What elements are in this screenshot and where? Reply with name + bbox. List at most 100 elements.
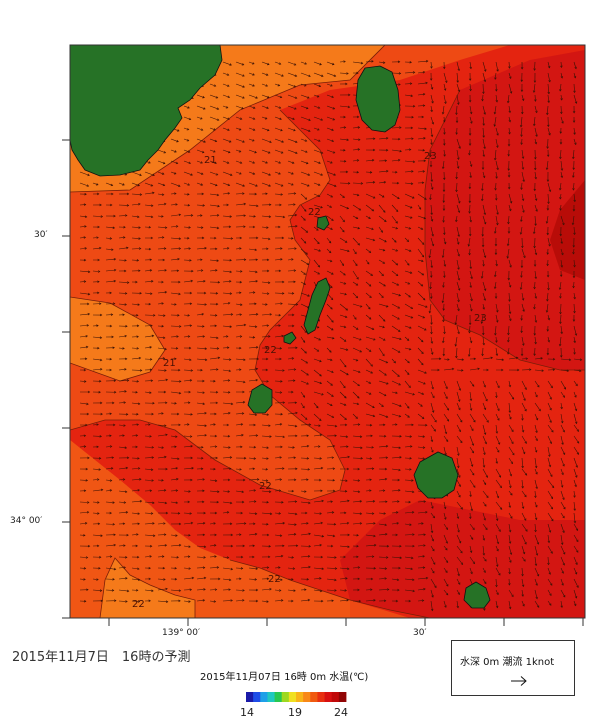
current-arrow <box>482 413 489 423</box>
current-arrow-head <box>422 297 426 301</box>
current-arrow <box>274 160 281 164</box>
current-arrow-head <box>521 430 525 433</box>
current-arrow-head <box>230 402 234 406</box>
current-arrow-head <box>521 98 525 102</box>
current-arrow <box>183 577 194 580</box>
current-arrow-head <box>442 66 446 70</box>
current-arrow <box>573 325 577 336</box>
current-arrow <box>507 336 510 343</box>
current-arrow-head <box>534 495 537 499</box>
current-arrow-head <box>409 326 412 329</box>
current-arrow <box>481 182 484 191</box>
current-arrow <box>92 368 102 371</box>
current-arrow-head <box>410 182 414 185</box>
current-arrow <box>209 160 217 164</box>
current-arrow <box>573 446 579 455</box>
current-arrow-head <box>98 468 102 471</box>
current-arrow <box>430 116 434 125</box>
current-arrow-head <box>268 544 272 548</box>
current-arrow <box>183 467 194 470</box>
current-arrow <box>456 325 460 334</box>
current-arrow-head <box>114 390 117 394</box>
current-arrow-head <box>354 251 357 255</box>
current-arrow-head <box>572 252 575 255</box>
current-arrow-head <box>255 599 259 603</box>
current-arrow-head <box>509 201 513 204</box>
current-arrow-head <box>509 485 512 489</box>
current-arrow-head <box>200 214 203 217</box>
current-arrow-head <box>481 332 485 336</box>
current-arrow-head <box>86 412 90 416</box>
current-arrow-head <box>483 432 487 436</box>
current-arrow-head <box>355 216 359 219</box>
current-arrow-head <box>346 206 350 210</box>
current-arrow-head <box>306 262 310 265</box>
current-arrow <box>235 270 243 272</box>
current-arrow <box>508 116 511 122</box>
current-arrow <box>521 292 524 301</box>
current-arrow-head <box>455 355 458 359</box>
current-arrow <box>261 490 271 493</box>
current-arrow-head <box>136 533 139 536</box>
current-arrow <box>430 402 434 413</box>
current-arrow <box>547 182 551 192</box>
current-arrow-head <box>96 544 100 548</box>
current-arrow-head <box>304 139 308 142</box>
current-arrow <box>326 358 333 361</box>
current-arrow <box>209 269 218 272</box>
current-arrow <box>365 259 370 265</box>
current-arrow <box>183 545 191 548</box>
current-arrow <box>339 61 346 63</box>
current-arrow-head <box>384 477 388 481</box>
current-arrow <box>313 182 321 186</box>
current-arrow <box>365 325 374 330</box>
current-arrow <box>300 413 308 420</box>
current-arrow-head <box>255 367 259 371</box>
current-arrow-head <box>305 361 309 364</box>
current-arrow <box>196 160 203 164</box>
current-arrow-head <box>150 236 154 240</box>
current-arrow <box>378 556 388 558</box>
current-arrow-head <box>444 101 447 105</box>
current-arrow <box>378 512 386 514</box>
current-arrow-head <box>175 435 178 438</box>
current-arrow-head <box>357 423 361 426</box>
current-arrow-head <box>189 302 193 306</box>
current-arrow <box>573 182 575 191</box>
current-arrow <box>378 578 387 580</box>
current-arrow <box>495 523 501 532</box>
current-arrow-head <box>308 565 311 569</box>
current-arrow-head <box>431 122 435 125</box>
current-arrow-head <box>534 223 537 227</box>
current-arrow-head <box>547 65 551 69</box>
current-arrow-head <box>255 96 258 99</box>
current-arrow <box>261 303 268 305</box>
current-arrow-head <box>371 227 374 231</box>
current-arrow <box>300 325 307 333</box>
current-arrow <box>547 556 549 565</box>
current-arrow-head <box>395 226 399 230</box>
current-arrow <box>313 589 323 592</box>
current-arrow-head <box>467 354 471 357</box>
current-arrow-head <box>423 587 426 591</box>
current-arrow-head <box>406 372 410 376</box>
current-arrow-head <box>441 300 445 304</box>
current-arrow-head <box>294 247 297 250</box>
current-arrow-head <box>87 501 90 504</box>
current-arrow-head <box>99 203 102 207</box>
current-arrow <box>274 335 284 338</box>
current-arrow <box>443 259 446 267</box>
current-arrow-head <box>382 325 385 329</box>
current-arrow <box>378 193 385 198</box>
current-arrow-head <box>238 150 242 153</box>
current-arrow-head <box>550 474 553 478</box>
current-arrow <box>560 490 565 500</box>
current-arrow-head <box>508 285 512 288</box>
current-arrow-head <box>308 129 311 133</box>
current-arrow-head <box>99 379 102 383</box>
current-arrow-head <box>243 258 247 261</box>
current-arrow <box>482 127 485 138</box>
current-arrow-head <box>359 350 363 353</box>
current-arrow-head <box>522 309 525 312</box>
current-arrow <box>313 160 321 164</box>
